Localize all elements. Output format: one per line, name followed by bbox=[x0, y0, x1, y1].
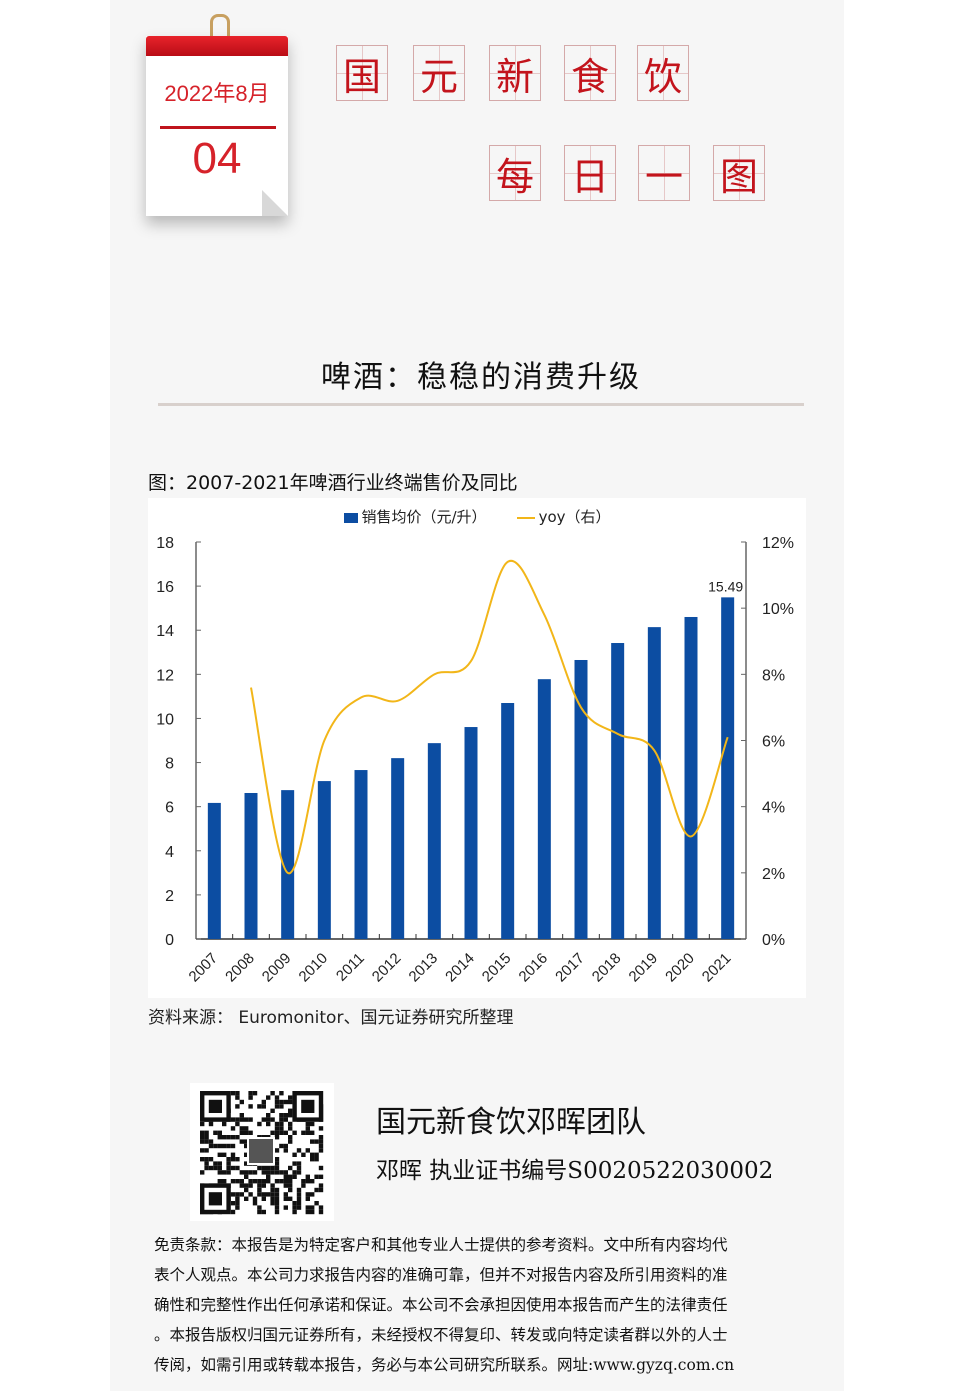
source-note: 资料来源： Euromonitor、国元证券研究所整理 bbox=[148, 1008, 514, 1028]
svg-text:2020: 2020 bbox=[662, 950, 698, 986]
disclaimer-line: 表个人观点。本公司力求报告内容的准确可靠，但并不对报告内容及所引用资料的准 bbox=[154, 1266, 728, 1284]
brand-char: 国 bbox=[336, 45, 388, 101]
svg-text:14: 14 bbox=[156, 623, 174, 640]
svg-text:10%: 10% bbox=[762, 601, 794, 618]
svg-text:4%: 4% bbox=[762, 800, 785, 817]
figure-caption: 图：2007-2021年啤酒行业终端售价及同比 bbox=[148, 472, 518, 494]
disclaimer-line: 免责条款：本报告是为特定客户和其他专业人士提供的参考资料。文中所有内容均代 bbox=[154, 1236, 728, 1254]
svg-text:8%: 8% bbox=[762, 667, 785, 684]
svg-text:2015: 2015 bbox=[479, 950, 515, 986]
svg-text:18: 18 bbox=[156, 535, 174, 552]
svg-text:2007: 2007 bbox=[186, 950, 222, 986]
chart-legend: 销售均价（元/升） yoy（右） bbox=[148, 506, 806, 527]
qr-code[interactable] bbox=[190, 1083, 334, 1221]
svg-text:16: 16 bbox=[156, 579, 174, 596]
svg-text:2%: 2% bbox=[762, 866, 785, 883]
svg-text:12%: 12% bbox=[762, 535, 794, 552]
svg-text:2016: 2016 bbox=[516, 950, 552, 986]
calendar-day: 04 bbox=[192, 134, 242, 183]
calendar-month: 2022年8月 bbox=[164, 81, 270, 106]
svg-text:12: 12 bbox=[156, 667, 174, 684]
brand-char: 食 bbox=[564, 45, 616, 101]
svg-text:0%: 0% bbox=[762, 932, 785, 949]
svg-text:10: 10 bbox=[156, 711, 174, 728]
svg-text:2: 2 bbox=[165, 888, 174, 905]
brand-char: 饮 bbox=[637, 45, 689, 101]
svg-text:6%: 6% bbox=[762, 734, 785, 751]
brand-char: 一 bbox=[638, 145, 690, 201]
svg-text:2014: 2014 bbox=[442, 950, 478, 986]
brand-char: 每 bbox=[489, 145, 541, 201]
legend-bar-label: 销售均价（元/升） bbox=[361, 508, 487, 526]
calendar-divider bbox=[160, 126, 276, 129]
chart-plot: 0 2 4 6 8 10 12 14 16 18 0% 2% 4% 6% 8% 10% 12% 15.49 2007… bbox=[156, 535, 794, 986]
brand-char: 元 bbox=[413, 45, 465, 101]
calendar-header bbox=[146, 36, 288, 56]
brand-char: 新 bbox=[489, 45, 541, 101]
team-license: 邓晖 执业证书编号S0020522030002 bbox=[376, 1158, 774, 1184]
svg-text:2017: 2017 bbox=[552, 950, 588, 986]
disclaimer-line: 。本报告版权归国元证券所有，未经授权不得复印、转发或向特定读者群以外的人士 bbox=[154, 1326, 728, 1344]
calendar-ring-icon bbox=[210, 14, 230, 45]
svg-text:2012: 2012 bbox=[369, 950, 405, 986]
legend-line-swatch-icon bbox=[516, 516, 535, 519]
headline-divider bbox=[158, 403, 804, 406]
qr-code-icon bbox=[200, 1091, 324, 1215]
svg-text:2011: 2011 bbox=[333, 950, 368, 985]
disclaimer: 免责条款：本报告是为特定客户和其他专业人士提供的参考资料。文中所有内容均代 表个… bbox=[154, 1230, 808, 1380]
svg-text:2008: 2008 bbox=[222, 950, 258, 986]
legend-line-label: yoy（右） bbox=[538, 508, 611, 526]
svg-text:2013: 2013 bbox=[406, 950, 442, 986]
page-curl-icon bbox=[262, 190, 288, 216]
svg-text:15.49: 15.49 bbox=[708, 578, 743, 594]
svg-text:4: 4 bbox=[165, 844, 174, 861]
legend-bar-swatch-icon bbox=[343, 512, 358, 523]
brand-char: 图 bbox=[713, 145, 765, 201]
svg-text:2018: 2018 bbox=[589, 950, 625, 986]
svg-text:2009: 2009 bbox=[259, 950, 295, 986]
svg-text:6: 6 bbox=[165, 800, 174, 817]
disclaimer-line: 传阅，如需引用或转载本报告，务必与本公司研究所联系。网址:www.gyzq.co… bbox=[154, 1356, 735, 1374]
svg-text:0: 0 bbox=[165, 932, 174, 949]
chart: 销售均价（元/升） yoy（右） 0 2 4 6 8 10 12 14 16 18 0% 2% 4% 6% 8… bbox=[148, 498, 806, 998]
disclaimer-line: 确性和完整性作出任何承诺和保证。本公司不会承担因使用本报告而产生的法律责任 bbox=[154, 1296, 728, 1314]
brand-char: 日 bbox=[564, 145, 616, 201]
svg-text:2021: 2021 bbox=[699, 950, 735, 986]
headline: 啤酒：稳稳的消费升级 bbox=[321, 360, 641, 395]
svg-text:2010: 2010 bbox=[296, 950, 332, 986]
svg-text:2019: 2019 bbox=[626, 950, 662, 986]
team-title: 国元新食饮邓晖团队 bbox=[376, 1105, 646, 1140]
svg-text:8: 8 bbox=[165, 756, 174, 773]
calendar-badge: 2022年8月 04 bbox=[146, 36, 288, 216]
